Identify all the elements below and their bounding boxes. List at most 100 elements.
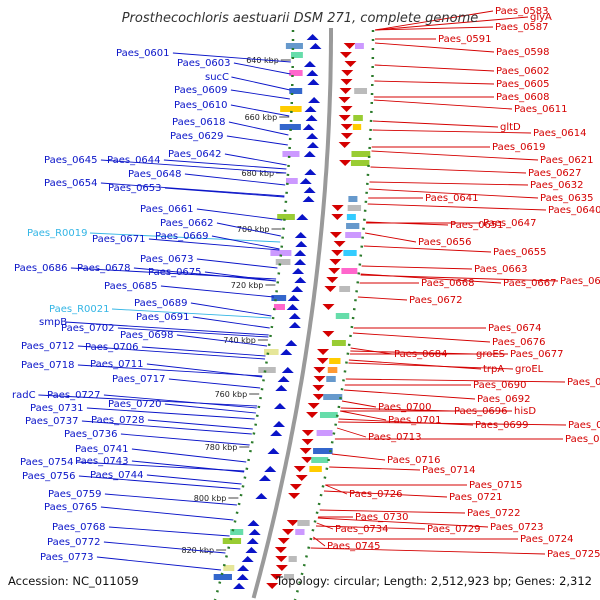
right-gene-label: Paes_0696	[454, 406, 508, 417]
left-gene-label: Paes_0648	[128, 169, 182, 180]
left-gene-label: Paes_0768	[52, 522, 106, 533]
forward-gene-arrow	[282, 529, 295, 535]
left-leader-line	[103, 541, 226, 554]
cog-block	[223, 565, 235, 571]
cog-block	[295, 529, 305, 535]
right-gene-label: Paes_0722	[467, 508, 521, 519]
cog-block	[346, 223, 360, 229]
forward-gene-arrow	[338, 142, 351, 148]
cog-block	[326, 376, 336, 382]
left-leader-line	[131, 448, 247, 463]
reverse-gene-arrow	[299, 178, 312, 184]
left-gene-label: Paes_0736	[64, 429, 118, 440]
right-leader-line	[369, 181, 529, 186]
forward-gene-arrow	[301, 430, 314, 436]
right-gene-label: Paes_0598	[496, 47, 550, 58]
right-gene-label: Paes_0726	[349, 489, 403, 500]
right-gene-label: Paes_0619	[492, 142, 546, 153]
cog-block	[339, 286, 351, 292]
forward-gene-arrow	[306, 412, 319, 418]
left-gene-label: Paes_0756	[22, 471, 76, 482]
kbp-tick-label: 640 kbp	[246, 56, 279, 65]
right-leader-line	[361, 265, 473, 270]
reverse-gene-arrow	[237, 565, 250, 571]
left-gene-label: Paes_R0019	[27, 228, 87, 239]
right-leader-line	[374, 16, 529, 31]
forward-gene-arrow	[275, 565, 288, 571]
left-leader-line	[196, 258, 278, 269]
gene-labels: Paes_0601 Paes_0603 sucC Paes_0609 Paes_0610…	[12, 6, 600, 563]
kbp-tick-label: 720 kbp	[231, 281, 264, 290]
left-gene-label: Paes_0698	[120, 330, 174, 341]
right-gene-label: Paes_0714	[422, 465, 476, 476]
cog-block	[351, 151, 371, 157]
cog-block	[280, 106, 302, 112]
cog-block	[313, 448, 333, 454]
cog-block	[297, 520, 310, 526]
gene-bands	[213, 34, 371, 589]
right-gene-label: Paes_0734	[335, 524, 389, 535]
right-leader-line	[313, 536, 326, 547]
left-leader-line	[196, 208, 283, 221]
forward-gene-arrow	[340, 133, 353, 139]
right-gene-label: Paes_0694	[568, 420, 600, 431]
forward-gene-arrow	[293, 466, 306, 472]
left-leader-line	[78, 475, 241, 490]
right-gene-label: trpA	[483, 364, 504, 375]
forward-gene-arrow	[301, 457, 314, 463]
forward-gene-arrow	[316, 358, 329, 364]
left-gene-label: Paes_0689	[134, 298, 188, 309]
reverse-gene-arrow	[294, 259, 307, 265]
left-gene-label: Paes_0706	[85, 342, 139, 353]
left-gene-label: Paes_0629	[170, 131, 224, 142]
kbp-tick-label: 680 kbp	[241, 169, 274, 178]
left-gene-label: Paes_0661	[140, 204, 194, 215]
left-gene-label: Paes_0609	[174, 85, 228, 96]
cog-block	[319, 412, 338, 418]
left-leader-line	[100, 506, 234, 521]
reverse-gene-arrow	[302, 124, 315, 130]
right-gene-label: Paes_0723	[490, 522, 544, 533]
cog-block	[354, 43, 364, 49]
left-leader-line	[226, 135, 288, 146]
right-gene-label: Paes_0692	[477, 394, 531, 405]
right-gene-label: Paes_0651	[450, 220, 504, 231]
left-leader-line	[146, 474, 242, 485]
right-gene-label: Paes_0667	[503, 278, 557, 289]
right-leader-line	[345, 378, 566, 383]
cog-block	[258, 367, 276, 373]
right-gene-label: Paes_0674	[488, 323, 542, 334]
right-gene-label: Paes_0602	[496, 66, 550, 77]
right-leader-line	[310, 547, 546, 555]
left-leader-line	[204, 271, 276, 282]
right-gene-label: Paes_0664	[560, 276, 600, 287]
right-gene-label: Paes_0697	[565, 434, 600, 445]
forward-gene-arrow	[339, 160, 352, 166]
left-leader-line	[192, 316, 270, 329]
kbp-tick-label: 760 kbp	[215, 390, 248, 399]
left-leader-line	[146, 363, 263, 378]
left-gene-label: Paes_0759	[48, 489, 102, 500]
accession-text: Accession: NC_011059	[8, 574, 139, 588]
left-leader-line	[117, 327, 269, 338]
reverse-gene-arrow	[273, 403, 286, 409]
left-leader-line	[100, 159, 287, 174]
left-gene-label: Paes_0743	[75, 456, 129, 467]
reverse-gene-arrow	[285, 340, 298, 346]
left-gene-label: Paes_0741	[75, 444, 129, 455]
forward-gene-arrow	[289, 484, 302, 490]
right-leader-line	[340, 410, 387, 421]
right-gene-label: Paes_0605	[496, 79, 550, 90]
reverse-gene-arrow	[306, 34, 319, 40]
left-gene-label: Paes_0669	[155, 231, 209, 242]
right-leader-line	[338, 421, 567, 426]
right-leader-line	[374, 10, 494, 31]
left-gene-label: Paes_0662	[160, 218, 214, 229]
forward-gene-arrow	[340, 106, 353, 112]
left-gene-label: Paes_0653	[108, 183, 162, 194]
right-leader-line	[352, 332, 491, 343]
right-leader-line	[343, 389, 476, 400]
right-gene-label: Paes_0684	[394, 349, 448, 360]
kbp-tick-label: 740 kbp	[223, 336, 256, 345]
right-gene-label: Paes_0721	[449, 492, 503, 503]
